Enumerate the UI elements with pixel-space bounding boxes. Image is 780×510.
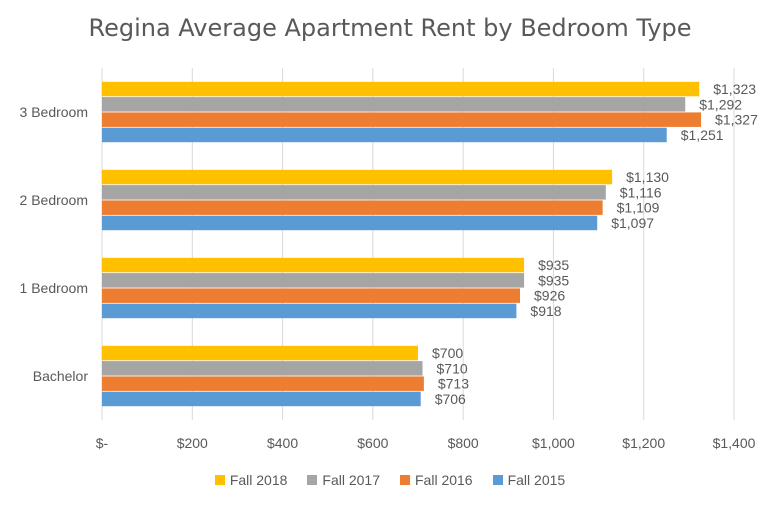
category-label: 3 Bedroom xyxy=(20,104,88,120)
legend-swatch xyxy=(492,475,503,485)
data-label: $713 xyxy=(438,376,469,392)
legend-label: Fall 2015 xyxy=(507,472,566,488)
x-tick-label: $1,000 xyxy=(532,435,575,451)
x-tick-label: $200 xyxy=(177,435,208,451)
category-label: 2 Bedroom xyxy=(20,192,88,208)
x-tick-label: $- xyxy=(96,435,109,451)
legend-label: Fall 2017 xyxy=(322,472,380,488)
data-label: $926 xyxy=(534,288,565,304)
legend-item: Fall 2017 xyxy=(307,472,380,488)
data-label: $1,292 xyxy=(699,96,742,112)
legend-label: Fall 2016 xyxy=(415,472,473,488)
x-tick-label: $400 xyxy=(267,435,298,451)
bar xyxy=(102,345,418,361)
data-label: $706 xyxy=(435,391,466,407)
bar xyxy=(102,81,700,97)
x-tick-label: $1,400 xyxy=(713,435,756,451)
bar xyxy=(102,361,423,376)
data-label: $1,323 xyxy=(713,81,756,97)
data-label: $700 xyxy=(432,345,463,361)
x-tick-label: $600 xyxy=(357,435,388,451)
data-label: $710 xyxy=(437,360,468,376)
legend-swatch xyxy=(307,475,318,485)
data-label: $1,109 xyxy=(617,200,660,216)
legend-item: Fall 2018 xyxy=(214,472,288,488)
bar xyxy=(102,200,603,215)
legend-label: Fall 2018 xyxy=(229,472,288,488)
legend: Fall 2018 Fall 2017 Fall 2016 Fall 2015 xyxy=(0,472,780,488)
bar xyxy=(102,303,517,319)
x-tick-label: $800 xyxy=(448,435,479,451)
bar xyxy=(102,127,667,143)
bar xyxy=(102,376,424,391)
data-label: $1,251 xyxy=(681,127,724,143)
chart-title: Regina Average Apartment Rent by Bedroom… xyxy=(88,14,692,42)
legend-item: Fall 2016 xyxy=(400,472,473,488)
data-label: $1,130 xyxy=(626,169,669,185)
bar xyxy=(102,257,525,273)
data-label: $935 xyxy=(538,272,569,288)
legend-swatch xyxy=(400,475,410,485)
legend-swatch xyxy=(214,475,225,485)
bar xyxy=(102,215,598,231)
bar xyxy=(102,185,606,200)
data-label: $1,327 xyxy=(715,112,758,128)
bar xyxy=(102,169,613,185)
data-label: $935 xyxy=(538,257,569,273)
bar xyxy=(102,97,686,112)
data-label: $1,116 xyxy=(620,184,662,200)
category-label: 1 Bedroom xyxy=(20,280,88,296)
bar xyxy=(102,391,421,407)
bar xyxy=(102,273,525,288)
category-label: Bachelor xyxy=(33,368,89,384)
data-label: $918 xyxy=(530,303,561,319)
data-label: $1,097 xyxy=(611,215,654,231)
x-tick-label: $1,200 xyxy=(622,435,665,451)
legend-item: Fall 2015 xyxy=(492,472,566,488)
bar xyxy=(102,112,702,127)
bar xyxy=(102,288,521,303)
